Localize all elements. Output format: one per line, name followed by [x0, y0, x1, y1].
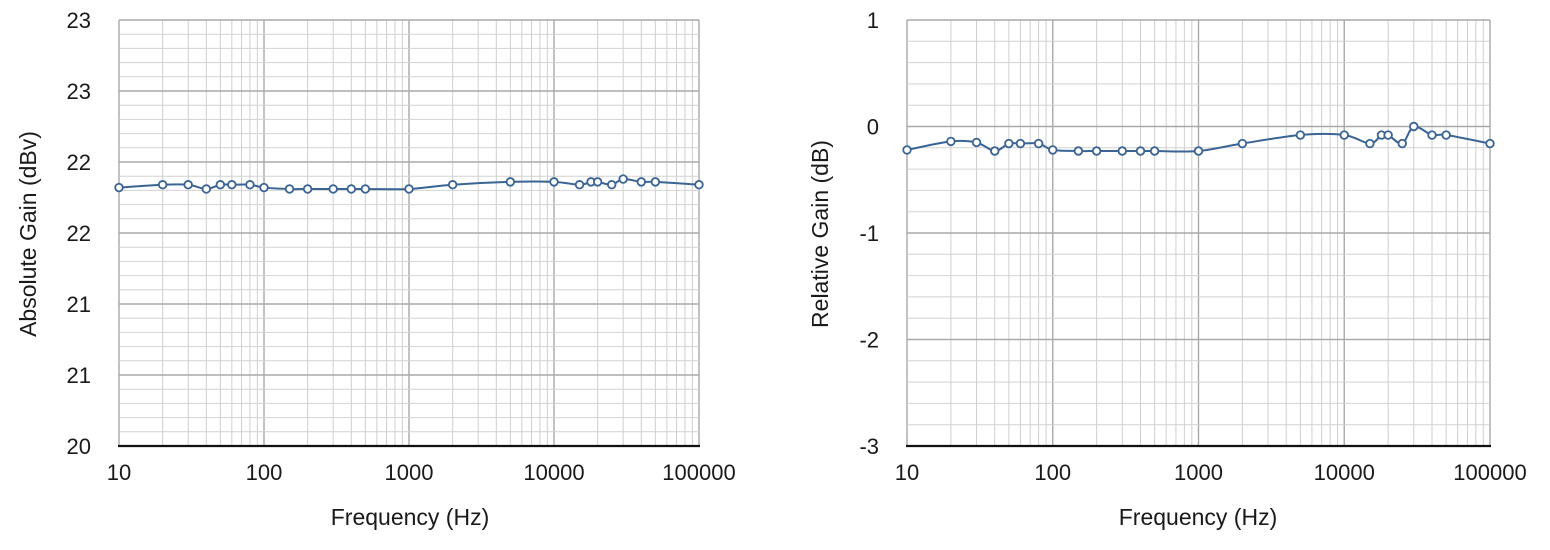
data-point	[574, 180, 585, 190]
data-point	[1117, 146, 1127, 156]
y-tick-label: -2	[859, 328, 879, 353]
data-point	[694, 180, 704, 190]
data-point	[1091, 146, 1102, 156]
y-tick-label: 21	[67, 292, 91, 317]
data-point	[1149, 146, 1160, 156]
data-point	[284, 184, 295, 194]
y-axis-title: Relative Gain (dB)	[807, 140, 833, 328]
data-point	[447, 180, 458, 190]
data-point	[971, 137, 982, 148]
x-tick-label: 100000	[662, 460, 735, 485]
data-point	[636, 177, 646, 187]
data-point	[404, 184, 414, 194]
x-axis-title: Frequency (Hz)	[331, 504, 489, 530]
data-point	[328, 184, 338, 194]
data-point	[1073, 146, 1084, 156]
x-tick-label: 10000	[1314, 460, 1375, 485]
x-tick-label: 10	[107, 460, 131, 485]
data-point	[1409, 121, 1419, 132]
data-point	[302, 184, 313, 194]
y-tick-label: 22	[67, 150, 91, 175]
data-point	[114, 182, 124, 193]
x-tick-label: 1000	[1174, 460, 1223, 485]
x-tick-label: 1000	[385, 460, 434, 485]
x-tick-label: 100	[1034, 460, 1071, 485]
x-tick-label: 100	[246, 460, 283, 485]
data-point	[259, 182, 269, 193]
y-tick-label: 1	[867, 8, 879, 33]
data-point	[1365, 138, 1375, 149]
y-tick-label: 23	[67, 79, 91, 104]
data-point	[201, 184, 211, 194]
x-axis-title: Frequency (Hz)	[1119, 504, 1277, 530]
data-point	[227, 180, 237, 190]
data-point	[1048, 145, 1058, 155]
y-tick-label: 0	[867, 115, 879, 140]
grid	[906, 19, 1491, 446]
data-point	[1135, 146, 1146, 156]
data-point	[1485, 138, 1495, 149]
data-point	[607, 180, 617, 190]
data-point	[157, 180, 168, 190]
data-point	[618, 174, 628, 184]
data-point	[245, 180, 255, 190]
data-point	[1033, 138, 1044, 149]
data-point	[360, 184, 371, 194]
relative-gain-chart: Frequency (Hz) Relative Gain (dB) -3 -2 -1…	[807, 8, 1527, 530]
x-tick-label: 10000	[523, 460, 584, 485]
data-point	[505, 177, 516, 187]
data-point	[990, 146, 1000, 156]
data-point	[1441, 130, 1451, 140]
x-tick-label: 100000	[1453, 460, 1526, 485]
y-tick-label: 21	[67, 363, 91, 388]
data-point	[1295, 130, 1306, 140]
data-point	[1397, 138, 1407, 149]
y-tick-label: 20	[67, 434, 91, 459]
data-point	[1015, 138, 1026, 149]
data-point	[946, 136, 956, 147]
y-tick-label: -3	[859, 434, 879, 459]
x-tick-label: 10	[895, 460, 919, 485]
grid	[118, 19, 700, 446]
y-tick-label: 23	[67, 8, 91, 33]
data-point	[1237, 138, 1248, 149]
data-point	[1004, 138, 1014, 149]
data-point	[549, 177, 559, 187]
data-point	[902, 145, 912, 155]
y-tick-label: 22	[67, 221, 91, 246]
data-point	[183, 180, 193, 190]
data-point	[346, 184, 356, 194]
data-point	[1193, 146, 1204, 156]
data-point	[650, 177, 661, 187]
data-point	[1427, 130, 1437, 140]
data-point	[592, 177, 603, 187]
absolute-gain-chart: Frequency (Hz) Absolute Gain (dBv) 20 21 2…	[15, 8, 736, 530]
data-point	[1383, 130, 1393, 140]
data-point	[1339, 130, 1349, 140]
y-tick-label: -1	[859, 221, 879, 246]
data-point	[215, 180, 226, 190]
y-axis-title: Absolute Gain (dBv)	[15, 131, 41, 337]
